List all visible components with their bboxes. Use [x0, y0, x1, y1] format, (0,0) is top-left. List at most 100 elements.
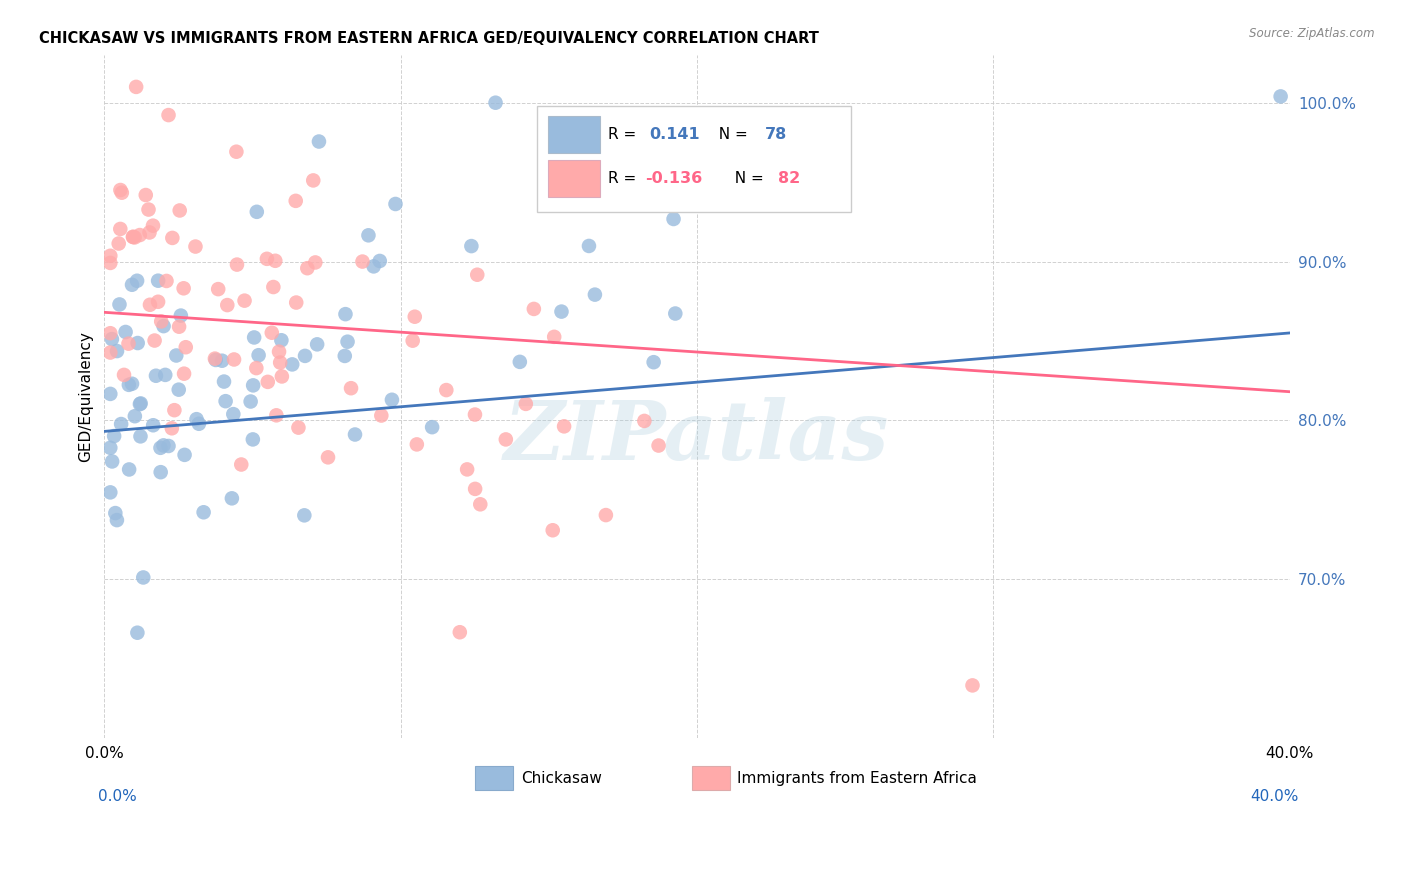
Point — [165, 349, 187, 363]
Point — [343, 427, 366, 442]
Point — [117, 336, 139, 351]
Point — [270, 369, 292, 384]
Point — [98, 485, 121, 500]
Point — [105, 513, 128, 527]
Point — [139, 298, 162, 312]
Point — [456, 462, 478, 476]
Point — [110, 183, 132, 197]
Point — [316, 450, 339, 465]
Point — [647, 438, 669, 452]
Point — [225, 145, 247, 159]
FancyBboxPatch shape — [537, 106, 851, 212]
Point — [402, 334, 425, 348]
Point — [222, 352, 245, 367]
Point — [124, 409, 146, 424]
Point — [108, 297, 131, 311]
Point — [132, 570, 155, 584]
Point — [515, 397, 537, 411]
Point — [204, 353, 226, 368]
Point — [127, 625, 149, 640]
Point — [231, 458, 253, 472]
Point — [217, 298, 239, 312]
Point — [111, 186, 134, 200]
Point — [204, 351, 226, 366]
Point — [246, 204, 269, 219]
Point — [633, 414, 655, 428]
Point — [281, 358, 304, 372]
Point — [152, 438, 174, 452]
Point — [146, 274, 169, 288]
Text: ZIPatlas: ZIPatlas — [505, 398, 890, 477]
Point — [302, 173, 325, 187]
Point — [470, 497, 492, 511]
Point — [368, 254, 391, 268]
Point — [266, 409, 288, 423]
Point — [129, 429, 152, 443]
Point — [509, 355, 531, 369]
Point — [664, 306, 686, 320]
Point — [110, 417, 132, 431]
Point — [173, 448, 195, 462]
Point — [173, 281, 195, 295]
Point — [163, 403, 186, 417]
Text: N =: N = — [725, 171, 763, 186]
Point — [260, 326, 283, 340]
Point — [267, 344, 290, 359]
Point — [307, 337, 329, 351]
Point — [114, 325, 136, 339]
Point — [207, 282, 229, 296]
Point — [155, 274, 177, 288]
Point — [243, 330, 266, 344]
Point — [101, 454, 124, 468]
Point — [543, 330, 565, 344]
Text: 82: 82 — [778, 171, 800, 186]
Point — [98, 326, 121, 341]
Text: CHICKASAW VS IMMIGRANTS FROM EASTERN AFRICA GED/EQUIVALENCY CORRELATION CHART: CHICKASAW VS IMMIGRANTS FROM EASTERN AFR… — [39, 31, 820, 46]
Text: N =: N = — [709, 127, 748, 142]
Point — [103, 429, 125, 443]
Point — [157, 439, 180, 453]
Point — [962, 678, 984, 692]
Point — [404, 310, 426, 324]
FancyBboxPatch shape — [547, 161, 600, 197]
Point — [187, 417, 209, 431]
Point — [122, 230, 145, 244]
Point — [465, 268, 488, 282]
Point — [128, 228, 150, 243]
Point — [449, 625, 471, 640]
Point — [256, 252, 278, 266]
Point — [363, 260, 385, 274]
Point — [145, 368, 167, 383]
Point — [335, 307, 357, 321]
Point — [107, 236, 129, 251]
Point — [162, 231, 184, 245]
Point — [595, 508, 617, 522]
Point — [98, 441, 121, 455]
Point — [643, 355, 665, 369]
Point — [578, 239, 600, 253]
Point — [381, 392, 404, 407]
Point — [174, 340, 197, 354]
Point — [214, 394, 236, 409]
Point — [285, 295, 308, 310]
Point — [297, 261, 319, 276]
Point — [336, 334, 359, 349]
Point — [142, 219, 165, 233]
Point — [125, 274, 148, 288]
Point — [247, 348, 270, 362]
Point — [118, 462, 141, 476]
Point — [370, 409, 392, 423]
Point — [226, 258, 249, 272]
FancyBboxPatch shape — [547, 116, 600, 153]
Point — [125, 79, 148, 94]
Point — [242, 378, 264, 392]
Point — [464, 482, 486, 496]
Point — [121, 376, 143, 391]
Point — [167, 383, 190, 397]
Point — [149, 465, 172, 479]
Point — [284, 194, 307, 208]
Point — [434, 383, 457, 397]
Point — [304, 255, 326, 269]
Point — [157, 108, 180, 122]
Point — [184, 239, 207, 253]
